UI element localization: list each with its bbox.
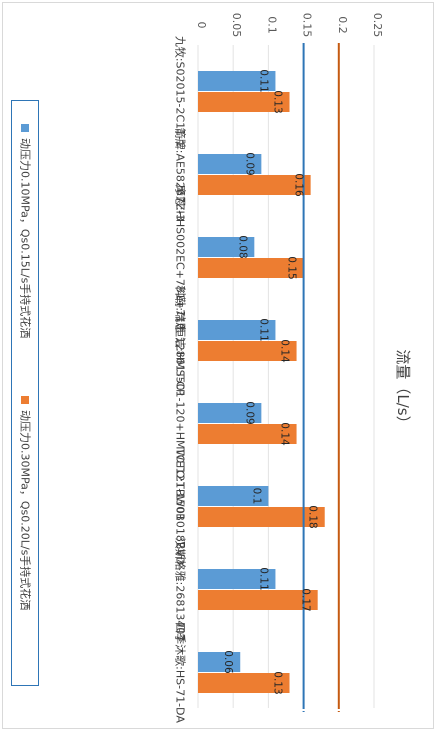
bar [198, 403, 262, 423]
data-label: 0.18 [307, 505, 319, 528]
axis-tick-label: 0.05 [230, 13, 243, 38]
bar [198, 92, 290, 112]
bar [198, 175, 311, 195]
bar [198, 154, 262, 174]
category-label: TOTO:TBW01018BVD [174, 447, 187, 565]
data-label: 0.11 [257, 69, 269, 92]
data-label: 0.13 [272, 90, 284, 113]
labels: 0 0.05 0.1 0.15 0.2 0.250.110.13九牧:S02015-2C1… [19, 13, 413, 724]
reference-lines [302, 43, 340, 712]
axis-tick-label: 0.15 [301, 13, 314, 38]
data-label: 0.06 [222, 650, 234, 674]
category-label: 科勒:瑞思 12861T-CP [174, 285, 188, 396]
bar [198, 673, 290, 693]
data-label: 0.1 [250, 488, 262, 505]
chart-title: 流量（L/s） [394, 349, 412, 430]
bar [198, 590, 318, 610]
data-label: 0.13 [272, 671, 284, 694]
bar [198, 71, 276, 91]
data-label: 0.09 [243, 401, 255, 424]
bars [198, 71, 325, 693]
bar [198, 486, 269, 506]
category-label: 九牧:S02015-2C11-1 [174, 36, 188, 147]
data-label: 0.17 [300, 588, 312, 611]
data-label: 0.16 [293, 173, 305, 197]
axis-tick-label: 0.25 [371, 13, 384, 38]
axis-tick-label: 0.2 [336, 16, 349, 34]
category-label: 汉斯格雅:26813407 [174, 538, 188, 642]
legend-label: 动压力0.30MPa，Qs0.20L/s手持式花洒 [19, 410, 33, 610]
axis-tick-label: 0 [195, 22, 208, 29]
bar [198, 507, 325, 527]
data-label: 0.11 [257, 318, 269, 341]
category-label: 摩恩:HHS002EC+731+710 [174, 185, 188, 330]
category-label: 四季沐歌:HS-71-DA [174, 622, 188, 723]
axis-tick-label: 0.1 [265, 16, 278, 34]
bar [198, 652, 241, 672]
bar [198, 341, 297, 361]
category-label: 恒洁:HMS501-120+HMWE121-150B [174, 326, 187, 521]
data-label: 0.11 [257, 567, 269, 590]
legend [11, 100, 39, 686]
legend-label: 动压力0.10MPa，Qs0.15L/s手持式花洒 [19, 138, 33, 338]
bar [198, 320, 276, 340]
category-label: 箭牌:AE58267Z-3 [174, 128, 188, 221]
data-label: 0.14 [279, 339, 291, 363]
data-label: 0.08 [236, 235, 248, 258]
bar [198, 258, 304, 278]
bar [198, 424, 297, 444]
legend-swatch [21, 124, 29, 132]
data-label: 0.14 [279, 422, 291, 446]
data-label: 0.15 [286, 256, 298, 279]
bar [198, 569, 276, 589]
data-label: 0.09 [243, 152, 255, 175]
bar [198, 237, 255, 257]
legend-swatch [21, 396, 29, 404]
